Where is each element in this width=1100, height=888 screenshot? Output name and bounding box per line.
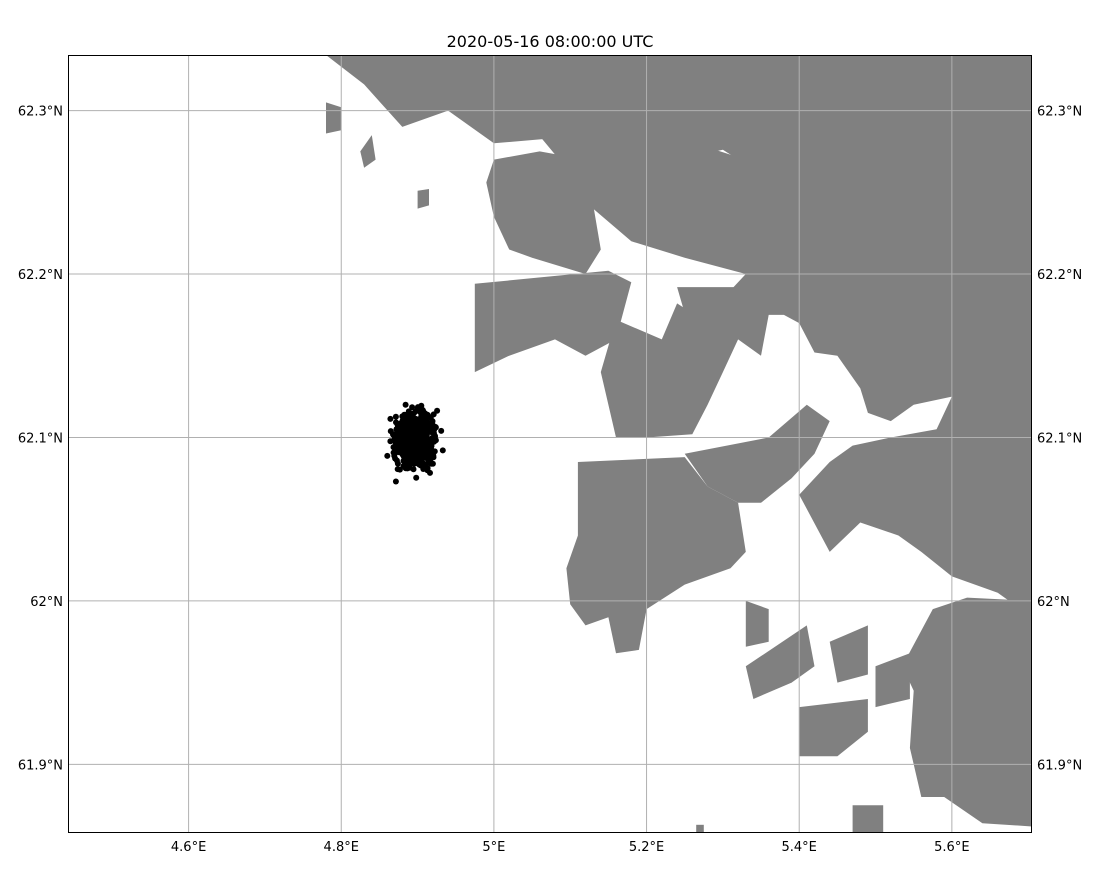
particle-point	[395, 461, 401, 467]
particle-point	[384, 453, 390, 459]
ytick-label-right-0: 61.9°N	[1037, 758, 1082, 773]
ytick-label-left-4: 62.3°N	[18, 105, 63, 120]
particle-point	[418, 432, 424, 438]
particle-point	[409, 415, 415, 421]
particle-point	[387, 416, 393, 422]
land-polygon-1	[326, 102, 341, 133]
particle-point	[401, 428, 407, 434]
ytick-label-left-2: 62.1°N	[18, 431, 63, 446]
xtick-label-3: 5.2°E	[629, 840, 664, 855]
particle-point	[420, 407, 426, 413]
land-polygon-13	[902, 598, 1032, 827]
particle-point	[397, 442, 403, 448]
particle-point	[393, 479, 399, 485]
land-polygon-5	[593, 307, 616, 340]
ytick-label-left-1: 62°N	[30, 595, 63, 610]
particle-point	[406, 435, 412, 441]
particle-point	[431, 425, 437, 431]
ytick-label-left-3: 62.2°N	[18, 268, 63, 283]
xtick-label-4: 5.4°E	[782, 840, 817, 855]
land-polygon-17	[418, 189, 429, 209]
particle-point	[418, 450, 424, 456]
particle-point	[395, 448, 401, 454]
particle-point	[412, 435, 418, 441]
particle-point	[432, 448, 438, 454]
particle-point	[393, 414, 399, 420]
particle-point	[428, 415, 434, 421]
longitude-tick-labels: 4.6°E 4.8°E 5°E 5.2°E 5.4°E 5.6°E	[171, 840, 970, 855]
particle-point	[409, 426, 415, 432]
ytick-label-left-0: 61.9°N	[18, 758, 63, 773]
xtick-label-2: 5°E	[482, 840, 505, 855]
ytick-label-right-2: 62.1°N	[1037, 431, 1082, 446]
ytick-label-right-3: 62.2°N	[1037, 268, 1082, 283]
particle-point	[395, 466, 401, 472]
particle-point	[403, 402, 409, 408]
particle-point	[409, 441, 415, 447]
particle-point	[418, 459, 424, 465]
particle-point	[425, 465, 431, 471]
ytick-label-right-1: 62°N	[1037, 595, 1070, 610]
xtick-label-1: 4.8°E	[324, 840, 359, 855]
particle-point	[410, 460, 416, 466]
particle-point	[440, 447, 446, 453]
particle-point	[413, 475, 419, 481]
particle-point	[426, 440, 432, 446]
land-polygon-19	[853, 805, 884, 833]
particle-point	[409, 449, 415, 455]
particle-point	[425, 421, 431, 427]
map-title: 2020-05-16 08:00:00 UTC	[447, 32, 654, 51]
particle-point	[425, 456, 431, 462]
particle-point	[401, 412, 407, 418]
particle-point	[438, 428, 444, 434]
ytick-label-right-4: 62.3°N	[1037, 105, 1082, 120]
particle-point	[400, 418, 406, 424]
xtick-label-5: 5.6°E	[934, 840, 969, 855]
particle-point	[415, 443, 421, 449]
particle-point	[415, 416, 421, 422]
particle-point	[432, 433, 438, 439]
land-polygon-18	[696, 825, 704, 833]
particle-point	[409, 404, 415, 410]
xtick-label-0: 4.6°E	[171, 840, 206, 855]
